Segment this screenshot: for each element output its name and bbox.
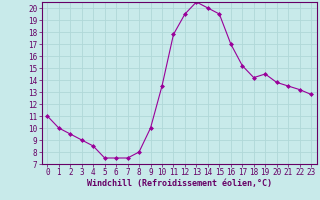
X-axis label: Windchill (Refroidissement éolien,°C): Windchill (Refroidissement éolien,°C)	[87, 179, 272, 188]
